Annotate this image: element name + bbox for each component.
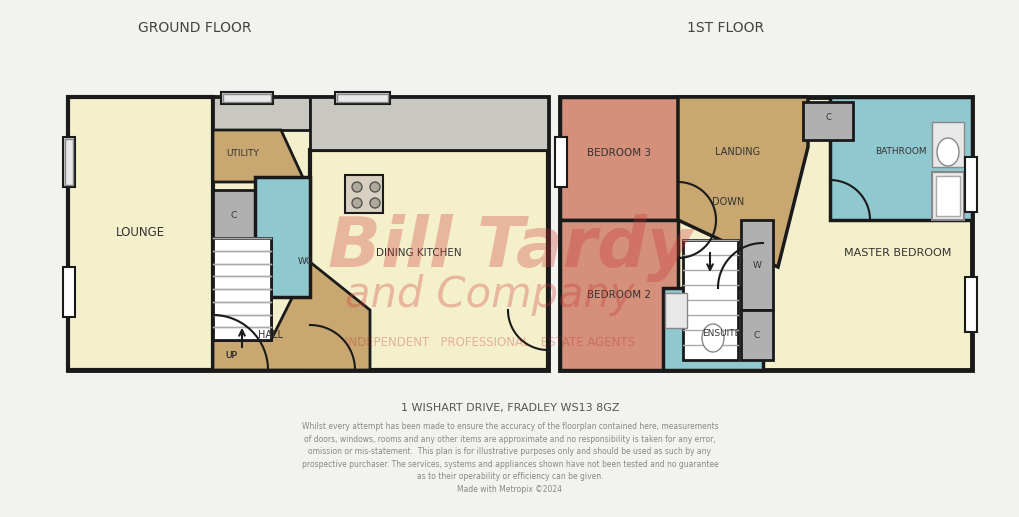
Text: C: C [824, 113, 830, 121]
Circle shape [352, 198, 362, 208]
Polygon shape [213, 130, 305, 182]
Bar [344, 175, 382, 213]
Bar [213, 97, 310, 130]
Bar [964, 157, 976, 212]
Text: Whilst every attempt has been made to ensure the accuracy of the floorplan conta: Whilst every attempt has been made to en… [302, 422, 717, 494]
Text: BATHROOM: BATHROOM [874, 147, 926, 157]
Bar [964, 277, 976, 332]
Bar [68, 97, 213, 370]
Bar [310, 97, 547, 150]
Bar [213, 238, 271, 340]
Text: C: C [753, 330, 759, 340]
Text: 1ST FLOOR: 1ST FLOOR [687, 21, 764, 35]
Text: 1 WISHART DRIVE, FRADLEY WS13 8GZ: 1 WISHART DRIVE, FRADLEY WS13 8GZ [400, 403, 619, 413]
Text: UP: UP [225, 351, 236, 359]
Bar [221, 92, 273, 104]
Polygon shape [678, 97, 807, 267]
Text: UP: UP [225, 351, 236, 359]
Bar [336, 94, 387, 102]
Text: C: C [230, 210, 236, 220]
Bar [559, 97, 678, 220]
Text: HALL: HALL [258, 330, 283, 340]
Text: W: W [752, 261, 761, 269]
Bar [213, 190, 255, 238]
Bar [255, 177, 310, 297]
Text: LOUNGE: LOUNGE [115, 226, 164, 239]
Text: INDEPENDENT   PROFESSIONAL   ESTATE AGENTS: INDEPENDENT PROFESSIONAL ESTATE AGENTS [344, 336, 635, 348]
Ellipse shape [936, 138, 958, 166]
Text: WC: WC [298, 257, 312, 266]
Bar [662, 288, 762, 370]
Bar [683, 240, 738, 360]
Text: BEDROOM 3: BEDROOM 3 [586, 148, 650, 158]
Text: BEDROOM 2: BEDROOM 2 [586, 290, 650, 300]
Circle shape [370, 198, 380, 208]
Ellipse shape [701, 324, 723, 352]
Bar [554, 137, 567, 187]
Bar [63, 137, 75, 187]
Text: DINING KITCHEN: DINING KITCHEN [376, 248, 462, 258]
Bar [740, 220, 772, 310]
Text: ENSUITE: ENSUITE [701, 329, 740, 339]
Bar [740, 310, 772, 360]
Text: UTILITY: UTILITY [226, 148, 259, 158]
Text: GROUND FLOOR: GROUND FLOOR [139, 21, 252, 35]
Text: Bill Tardy: Bill Tardy [328, 214, 691, 282]
Bar [65, 139, 73, 185]
Bar [334, 92, 389, 104]
Bar [931, 122, 963, 167]
Bar [213, 238, 271, 340]
Circle shape [352, 182, 362, 192]
Bar [68, 97, 547, 370]
Circle shape [370, 182, 380, 192]
Text: MASTER BEDROOM: MASTER BEDROOM [844, 248, 951, 258]
Polygon shape [213, 262, 370, 370]
Bar [931, 172, 963, 220]
Text: DOWN: DOWN [711, 197, 744, 207]
Bar [802, 102, 852, 140]
Bar [664, 293, 687, 328]
Bar [935, 176, 959, 216]
Bar [829, 97, 971, 220]
Bar [559, 97, 971, 370]
Text: LANDING: LANDING [714, 147, 760, 157]
Bar [223, 94, 271, 102]
Text: and Company: and Company [344, 274, 634, 316]
Bar [310, 150, 547, 370]
Bar [559, 220, 678, 370]
Bar [63, 267, 75, 317]
